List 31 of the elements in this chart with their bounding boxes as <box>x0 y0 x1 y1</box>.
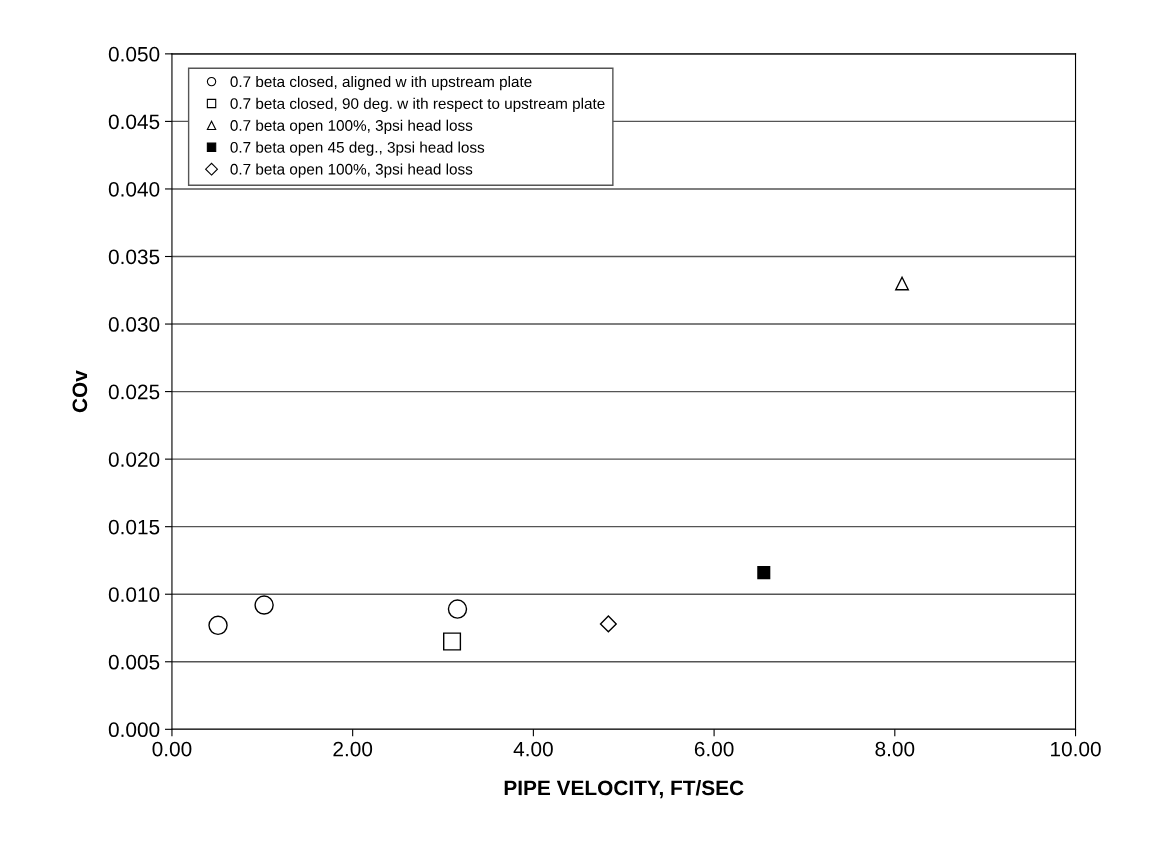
legend-label: 0.7 beta open 45 deg., 3psi head loss <box>230 141 485 156</box>
x-tick-label: 4.00 <box>513 741 553 757</box>
point <box>208 615 228 636</box>
x-tick-label: 8.00 <box>875 741 915 757</box>
point <box>254 595 274 615</box>
y-tick-label: 0.025 <box>108 384 160 400</box>
legend-label: 0.7 beta closed, 90 deg. w ith respect to upstream plate <box>230 97 605 113</box>
x-tick-label: 0.00 <box>152 741 192 757</box>
x-tick-label: 10.00 <box>1051 741 1101 757</box>
legend-label: 0.7 beta open 100%, 3psi head loss <box>230 163 473 178</box>
y-tick-label: 0.030 <box>108 317 160 332</box>
point <box>443 632 462 651</box>
y-tick-label: 0.050 <box>108 46 160 62</box>
point <box>895 276 909 291</box>
x-tick-label: 6.00 <box>694 741 734 757</box>
y-tick-label: 0.010 <box>108 587 160 602</box>
y-axis-title: COv <box>72 370 88 413</box>
point <box>757 566 771 580</box>
y-tick-label: 0.020 <box>108 452 160 467</box>
y-tick-label: 0.015 <box>108 519 160 535</box>
x-tick-label: 2.00 <box>333 741 373 757</box>
y-tick-label: 0.040 <box>108 181 160 197</box>
x-axis-title: PIPE VELOCITY, FT/SEC <box>504 779 744 799</box>
point <box>599 615 617 633</box>
y-tick-label: 0.035 <box>108 249 160 265</box>
legend-label: 0.7 beta open 100%, 3psi head loss <box>230 119 473 134</box>
y-tick-label: 0.000 <box>108 722 160 738</box>
y-tick-label: 0.005 <box>108 654 160 670</box>
point <box>447 599 468 619</box>
y-tick-label: 0.045 <box>108 114 160 130</box>
legend-label: 0.7 beta closed, aligned w ith upstream plate <box>230 75 532 91</box>
